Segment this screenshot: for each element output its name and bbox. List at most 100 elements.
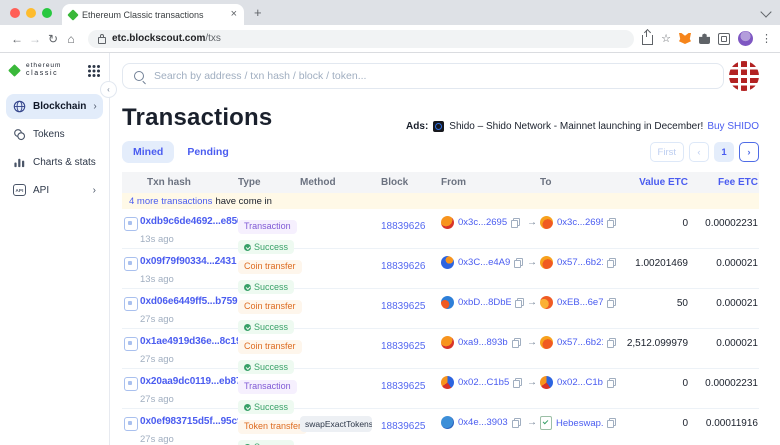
zoom-window-button[interactable] bbox=[42, 8, 52, 18]
new-tab-button[interactable]: + bbox=[254, 5, 262, 20]
to-address-link[interactable]: 0x57...6b21 bbox=[557, 337, 603, 348]
type-status-cell: Transaction Success bbox=[238, 216, 300, 256]
col-block: Block bbox=[381, 177, 441, 188]
minimize-window-button[interactable] bbox=[26, 8, 36, 18]
block-link[interactable]: 18839625 bbox=[381, 421, 426, 432]
block-link[interactable]: 18839625 bbox=[381, 301, 426, 312]
title-row: Transactions Ads: Shido – Shido Network … bbox=[122, 104, 759, 132]
url-text: etc.blockscout.com/txs bbox=[112, 33, 221, 44]
block-link[interactable]: 18839626 bbox=[381, 221, 426, 232]
search-bar[interactable] bbox=[122, 63, 724, 89]
copy-icon[interactable] bbox=[511, 218, 520, 228]
col-from: From bbox=[441, 177, 524, 188]
close-tab-icon[interactable]: × bbox=[231, 9, 237, 20]
share-icon[interactable] bbox=[642, 35, 653, 45]
sidebar-item-tokens[interactable]: Tokens bbox=[6, 122, 103, 147]
copy-icon[interactable] bbox=[513, 378, 522, 388]
sidebar-item-api[interactable]: API API › bbox=[6, 178, 103, 203]
browser-profile-avatar[interactable] bbox=[738, 31, 753, 46]
reload-button[interactable]: ↻ bbox=[44, 32, 62, 46]
txn-hash-link[interactable]: 0xd06e6449ff5...b759 bbox=[140, 296, 238, 307]
txn-status-badge: Success bbox=[238, 280, 294, 294]
copy-icon[interactable] bbox=[607, 258, 616, 268]
pagination-current-page: 1 bbox=[714, 142, 734, 162]
copy-icon[interactable] bbox=[607, 298, 616, 308]
pagination-prev-button[interactable]: ‹ bbox=[689, 142, 709, 162]
from-address-link[interactable]: 0x4e...3903 bbox=[458, 417, 508, 428]
txn-hash-link[interactable]: 0x09f79f90334...2431 bbox=[140, 256, 238, 267]
sidebar-item-blockchain[interactable]: Blockchain › bbox=[6, 94, 103, 119]
chevron-down-icon[interactable] bbox=[760, 6, 771, 17]
address-bar[interactable]: etc.blockscout.com/txs bbox=[88, 30, 634, 48]
value-cell: 2,512.099979 bbox=[616, 338, 688, 349]
copy-icon[interactable] bbox=[607, 378, 616, 388]
from-address-link[interactable]: 0xa9...893b bbox=[458, 337, 508, 348]
table-row: 0x09f79f90334...2431 13s ago Coin transf… bbox=[122, 249, 759, 289]
to-address-link[interactable]: Hebeswap... bbox=[556, 418, 603, 429]
logo-line-1: ethereum bbox=[26, 62, 61, 70]
metamask-extension-icon[interactable] bbox=[679, 33, 691, 44]
browser-menu-icon[interactable]: ⋮ bbox=[761, 32, 772, 45]
tab-groups-icon[interactable] bbox=[718, 33, 730, 45]
from-address-link[interactable]: 0x3c...2695 bbox=[458, 217, 507, 228]
sidebar-collapse-button[interactable]: ‹ bbox=[100, 81, 117, 98]
col-fee-etc[interactable]: Fee ETC bbox=[688, 177, 758, 188]
copy-icon[interactable] bbox=[607, 218, 616, 228]
type-status-cell: Coin transfer Success bbox=[238, 336, 300, 376]
back-button[interactable]: ← bbox=[8, 32, 26, 46]
txn-status-badge: Success bbox=[238, 320, 294, 334]
sidebar-item-charts-stats[interactable]: Charts & stats bbox=[6, 150, 103, 175]
home-button[interactable]: ⌂ bbox=[62, 32, 80, 46]
from-address-link[interactable]: 0x3C...e4A9 bbox=[458, 257, 510, 268]
copy-icon[interactable] bbox=[512, 418, 521, 428]
url-host: etc.blockscout.com bbox=[112, 33, 205, 44]
from-address-link[interactable]: 0x02...C1b5 bbox=[458, 377, 509, 388]
txn-hash-link[interactable]: 0x1ae4919d36e...8c19 bbox=[140, 336, 238, 347]
sidebar-item-label: Blockchain bbox=[33, 101, 86, 112]
to-address-link[interactable]: 0x3c...2695 bbox=[557, 217, 603, 228]
tab-pending[interactable]: Pending bbox=[176, 141, 239, 163]
tab-mined[interactable]: Mined bbox=[122, 141, 174, 163]
copy-icon[interactable] bbox=[515, 298, 524, 308]
copy-icon[interactable] bbox=[512, 338, 521, 348]
from-address: 0x3c...2695 bbox=[441, 216, 524, 229]
block-link[interactable]: 18839625 bbox=[381, 381, 426, 392]
block-link[interactable]: 18839625 bbox=[381, 341, 426, 352]
new-transactions-link[interactable]: 4 more transactions bbox=[129, 196, 212, 207]
txn-status-badge: Success bbox=[238, 360, 294, 374]
copy-icon[interactable] bbox=[607, 338, 616, 348]
extensions-puzzle-icon[interactable] bbox=[699, 33, 710, 44]
copy-icon[interactable] bbox=[514, 258, 523, 268]
txn-type-badge: Coin transfer bbox=[238, 340, 302, 354]
close-window-button[interactable] bbox=[10, 8, 20, 18]
pagination-next-button[interactable]: › bbox=[739, 142, 759, 162]
txn-hash-link[interactable]: 0xdb9c6de4692...e856 bbox=[140, 216, 238, 227]
ad-banner: Ads: Shido – Shido Network - Mainnet lau… bbox=[406, 121, 759, 132]
logo[interactable]: ethereum classic bbox=[0, 60, 109, 91]
ad-link[interactable]: Buy SHIDO bbox=[707, 121, 759, 132]
bookmark-star-icon[interactable]: ☆ bbox=[661, 32, 671, 45]
block-link[interactable]: 18839626 bbox=[381, 261, 426, 272]
screen: Ethereum Classic transactions × + ← → ↻ … bbox=[0, 0, 780, 445]
to-address: 0xEB...6e7E bbox=[540, 296, 616, 309]
forward-button[interactable]: → bbox=[26, 32, 44, 46]
browser-tab[interactable]: Ethereum Classic transactions × bbox=[62, 4, 244, 25]
method-cell: swapExactTokensF... bbox=[300, 416, 381, 437]
from-address-link[interactable]: 0xbD...8DbE bbox=[458, 297, 511, 308]
txn-status-badge: Success bbox=[238, 400, 294, 414]
etc-favicon-icon bbox=[67, 9, 78, 20]
apps-grid-icon[interactable] bbox=[88, 65, 91, 68]
network-logo-icon[interactable] bbox=[729, 61, 759, 91]
to-address-link[interactable]: 0xEB...6e7E bbox=[557, 297, 603, 308]
transactions-table: Txn hash Type Method Block From To Value… bbox=[122, 172, 759, 445]
fee-cell: 0.00002231 bbox=[688, 218, 758, 229]
to-address-link[interactable]: 0x02...C1b5 bbox=[557, 377, 603, 388]
search-input[interactable] bbox=[152, 69, 712, 83]
txn-hash-link[interactable]: 0x20aa9dc0119...eb87 bbox=[140, 376, 238, 387]
arrow-right-icon: → bbox=[524, 217, 540, 228]
copy-icon[interactable] bbox=[607, 418, 616, 428]
pagination-first-button[interactable]: First bbox=[650, 142, 684, 162]
col-value-etc[interactable]: Value ETC bbox=[616, 177, 688, 188]
txn-hash-link[interactable]: 0x0ef983715d5f...95cf bbox=[140, 416, 238, 427]
to-address-link[interactable]: 0x57...6b21 bbox=[557, 257, 603, 268]
